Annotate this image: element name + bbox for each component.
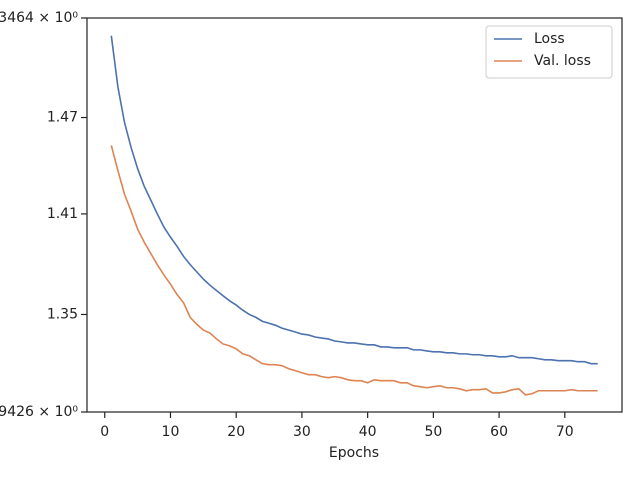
legend-label: Loss	[534, 31, 565, 47]
x-tick-label: 10	[162, 424, 180, 440]
x-tick-label: 60	[490, 424, 508, 440]
line-series	[110, 35, 598, 365]
y-tick-label: 1.47	[47, 110, 78, 126]
x-tick-label: 50	[424, 424, 442, 440]
x-tick-label: 20	[227, 424, 245, 440]
y-tick-label: 1.35	[47, 306, 78, 322]
x-axis-label: Epochs	[329, 445, 379, 461]
legend: Loss Val. loss	[485, 25, 613, 79]
y-tick-label: 1.29426 × 10⁰	[0, 404, 78, 420]
legend-label: Val. loss	[534, 53, 591, 69]
y-tick-label: 1.41	[47, 206, 78, 222]
x-tick-label: 70	[556, 424, 574, 440]
y-tick-label: 1.53464 × 10⁰	[0, 10, 78, 26]
x-tick-label: 30	[293, 424, 311, 440]
plot-frame	[86, 17, 623, 413]
x-tick-label: 40	[359, 424, 377, 440]
line-series	[110, 145, 598, 396]
x-tick-label: 0	[100, 424, 109, 440]
